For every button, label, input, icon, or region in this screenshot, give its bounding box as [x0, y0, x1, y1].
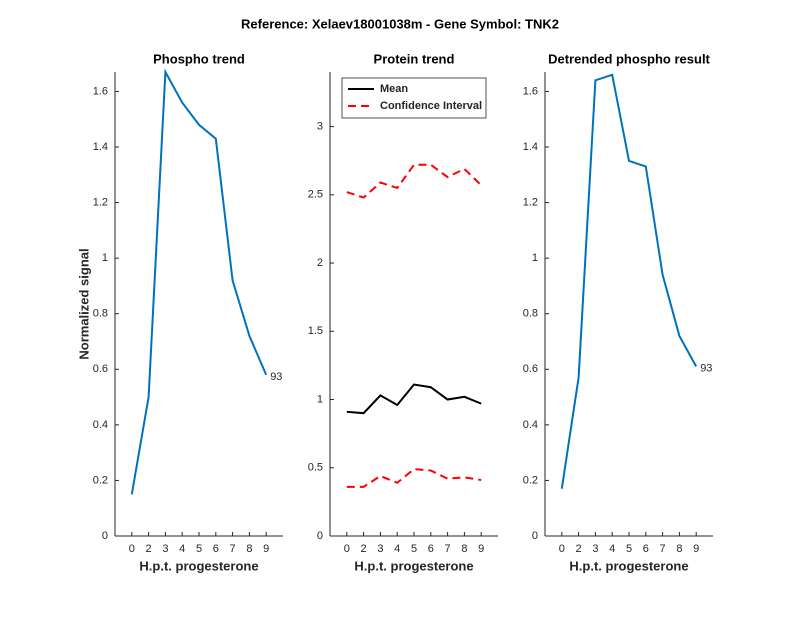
x-tick-label: 3: [377, 543, 383, 555]
y-tick-label: 0.6: [93, 363, 108, 375]
y-tick-label: 0: [532, 530, 538, 542]
annotation: 93: [270, 371, 282, 383]
y-tick-label: 0.4: [523, 419, 538, 431]
y-tick-label: 0.4: [93, 419, 108, 431]
x-tick-label: 9: [263, 543, 269, 555]
x-tick-label: 0: [129, 543, 135, 555]
y-tick-label: 0.6: [523, 363, 538, 375]
x-tick-label: 8: [676, 543, 682, 555]
x-tick-label: 2: [576, 543, 582, 555]
x-tick-label: 3: [162, 543, 168, 555]
y-tick-label: 1: [532, 252, 538, 264]
annotation: 93: [700, 362, 712, 374]
data-line: [560, 73, 698, 489]
x-tick-label: 7: [660, 543, 666, 555]
y-tick-label: 1.5: [308, 325, 323, 337]
y-tick-label: 1: [102, 252, 108, 264]
y-tick-label: 3: [317, 120, 323, 132]
y-tick-label: 0.2: [93, 474, 108, 486]
y-tick-label: 2.5: [308, 189, 323, 201]
y-tick-label: 1.6: [523, 85, 538, 97]
x-tick-label: 8: [246, 543, 252, 555]
data-line: [346, 468, 482, 488]
y-tick-label: 0.8: [523, 308, 538, 320]
x-axis-label: H.p.t. progesterone: [139, 558, 258, 573]
data-line: [130, 68, 268, 495]
legend-box: [341, 77, 487, 119]
x-tick-label: 6: [428, 543, 434, 555]
panel-title: Phospho trend: [153, 51, 245, 66]
y-tick-label: 2: [317, 257, 323, 269]
x-tick-label: 7: [230, 543, 236, 555]
y-tick-label: 1.6: [93, 85, 108, 97]
x-tick-label: 5: [196, 543, 202, 555]
y-tick-label: 1: [317, 393, 323, 405]
y-tick-label: 1.2: [93, 196, 108, 208]
legend-label: Confidence Interval: [380, 100, 482, 112]
x-tick-label: 0: [559, 543, 565, 555]
y-tick-label: 1.2: [523, 196, 538, 208]
panel-title: Detrended phospho result: [548, 51, 710, 66]
x-tick-label: 5: [411, 543, 417, 555]
x-axis-label: H.p.t. progesterone: [354, 558, 473, 573]
x-tick-label: 9: [693, 543, 699, 555]
x-tick-label: 2: [146, 543, 152, 555]
data-line: [346, 383, 482, 415]
x-tick-label: 5: [626, 543, 632, 555]
x-tick-label: 0: [344, 543, 350, 555]
x-tick-label: 2: [361, 543, 367, 555]
x-tick-label: 4: [609, 543, 615, 555]
x-tick-label: 6: [213, 543, 219, 555]
y-tick-label: 1.4: [93, 141, 108, 153]
y-tick-label: 0.8: [93, 308, 108, 320]
y-tick-label: 1.4: [523, 141, 538, 153]
x-tick-label: 9: [478, 543, 484, 555]
data-line: [346, 163, 482, 199]
panel-title: Protein trend: [374, 51, 455, 66]
x-axis-label: H.p.t. progesterone: [569, 558, 688, 573]
y-axis-label: Normalized signal: [76, 248, 91, 359]
figure-title: Reference: Xelaev18001038m - Gene Symbol…: [241, 16, 559, 31]
y-tick-label: 0.5: [308, 462, 323, 474]
x-tick-label: 3: [592, 543, 598, 555]
y-tick-label: 0: [102, 530, 108, 542]
legend-label: Mean: [380, 83, 408, 95]
x-tick-label: 8: [461, 543, 467, 555]
x-tick-label: 6: [643, 543, 649, 555]
y-tick-label: 0: [317, 530, 323, 542]
x-tick-label: 7: [445, 543, 451, 555]
x-tick-label: 4: [179, 543, 185, 555]
x-tick-label: 4: [394, 543, 400, 555]
y-tick-label: 0.2: [523, 474, 538, 486]
